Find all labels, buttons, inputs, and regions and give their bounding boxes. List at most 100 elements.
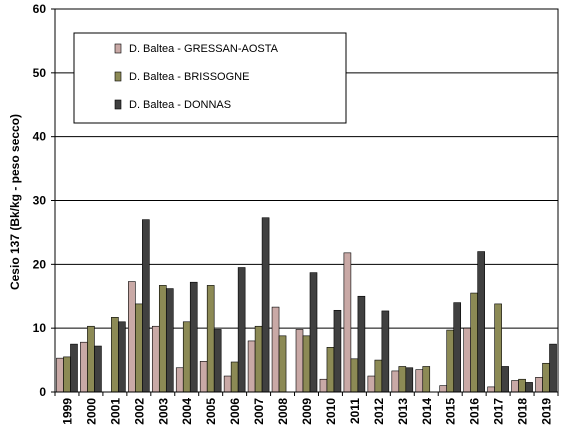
x-tick-label: 2005 <box>204 398 218 425</box>
legend-entry: D. Baltea - GRESSAN-AOSTA <box>129 43 279 55</box>
bar <box>87 325 95 393</box>
bar <box>278 335 287 393</box>
bar <box>518 378 526 393</box>
bar <box>477 251 485 393</box>
bar <box>223 375 232 393</box>
bar <box>470 292 478 393</box>
bar <box>326 347 335 393</box>
bar <box>374 359 383 393</box>
y-tick-label: 40 <box>33 130 47 144</box>
x-tick-label: 2013 <box>396 398 410 425</box>
x-tick-label: 2002 <box>132 398 146 425</box>
x-tick-label: 2011 <box>348 398 362 424</box>
bar <box>128 281 136 393</box>
x-tick-label: 2014 <box>420 398 434 425</box>
bar <box>199 361 208 393</box>
bar <box>446 329 455 393</box>
bar <box>501 366 509 393</box>
bar <box>295 329 304 393</box>
x-tick-label: 2012 <box>372 398 386 425</box>
bar <box>247 340 256 393</box>
bar <box>70 343 78 393</box>
bars <box>56 217 557 393</box>
bar <box>319 378 328 393</box>
bar <box>391 370 400 393</box>
bar <box>56 357 64 393</box>
x-tick-label: 2009 <box>300 398 314 425</box>
bar <box>357 295 366 393</box>
y-tick-label: 20 <box>33 257 47 271</box>
y-tick-label: 0 <box>39 385 46 399</box>
x-tick-label: 2015 <box>444 398 458 425</box>
bar <box>549 343 557 393</box>
bar <box>189 281 198 393</box>
axes <box>51 8 559 396</box>
legend-swatch <box>114 43 122 54</box>
bar <box>343 252 352 393</box>
bar <box>237 267 246 393</box>
bar <box>494 303 502 393</box>
bar <box>381 310 390 393</box>
y-tick-labels: 0 10 20 30 40 50 60 <box>33 2 47 399</box>
bar <box>111 317 119 393</box>
bar <box>271 306 280 393</box>
y-axis-label: Cesio 137 (Bk/kg - peso secco) <box>8 114 22 290</box>
bar <box>463 327 471 393</box>
bar <box>80 341 88 393</box>
bar <box>142 219 150 393</box>
legend-entry: D. Baltea - DONNAS <box>129 99 231 111</box>
x-tick-label: 1999 <box>60 398 74 425</box>
bar <box>422 366 431 393</box>
bar <box>302 335 311 393</box>
bar <box>333 309 342 393</box>
x-tick-label: 2007 <box>252 398 266 425</box>
bar <box>94 345 102 393</box>
x-tick-label: 2018 <box>516 398 530 425</box>
bar <box>542 362 550 393</box>
bar <box>182 321 191 393</box>
bar <box>398 366 407 393</box>
x-tick-label: 2000 <box>84 398 98 425</box>
bar <box>350 358 359 393</box>
legend-entry: D. Baltea - BRISSOGNE <box>129 71 249 83</box>
bar <box>118 321 126 393</box>
x-tick-label: 2001 <box>108 398 122 425</box>
legend: D. Baltea - GRESSAN-AOSTA D. Baltea - BRI… <box>73 32 347 124</box>
x-tick-label: 2008 <box>276 398 290 425</box>
legend-swatch <box>114 71 122 82</box>
x-tick-labels: 1999 2000 2001 2002 2003 2004 2005 2006 2007 2008… <box>60 398 553 425</box>
bar <box>309 272 318 393</box>
bar <box>511 380 519 393</box>
legend-swatch <box>114 99 122 110</box>
bar <box>254 325 263 393</box>
bar <box>213 329 222 393</box>
bar <box>535 377 543 393</box>
bar <box>415 369 424 393</box>
y-tick-label: 30 <box>33 194 47 208</box>
x-tick-label: 2010 <box>324 398 338 425</box>
x-tick-label: 2017 <box>492 398 506 425</box>
x-tick-label: 2016 <box>468 398 482 425</box>
x-tick-label: 2006 <box>228 398 242 425</box>
bar <box>158 285 167 393</box>
bar <box>367 375 376 393</box>
y-tick-label: 50 <box>33 66 47 80</box>
bar <box>151 325 160 393</box>
bar <box>453 302 462 393</box>
y-tick-label: 60 <box>33 2 47 16</box>
x-tick-label: 2019 <box>540 398 554 425</box>
bar <box>135 303 143 393</box>
bar <box>206 285 215 393</box>
x-tick-label: 2004 <box>180 398 194 425</box>
bar <box>165 288 174 393</box>
bar <box>439 385 448 393</box>
bar <box>230 361 239 393</box>
bar <box>63 356 71 393</box>
bar <box>175 367 184 393</box>
x-tick-label: 2003 <box>156 398 170 425</box>
bar <box>261 217 270 393</box>
bar <box>487 386 495 393</box>
bar <box>525 382 533 393</box>
y-tick-label: 10 <box>33 321 47 335</box>
